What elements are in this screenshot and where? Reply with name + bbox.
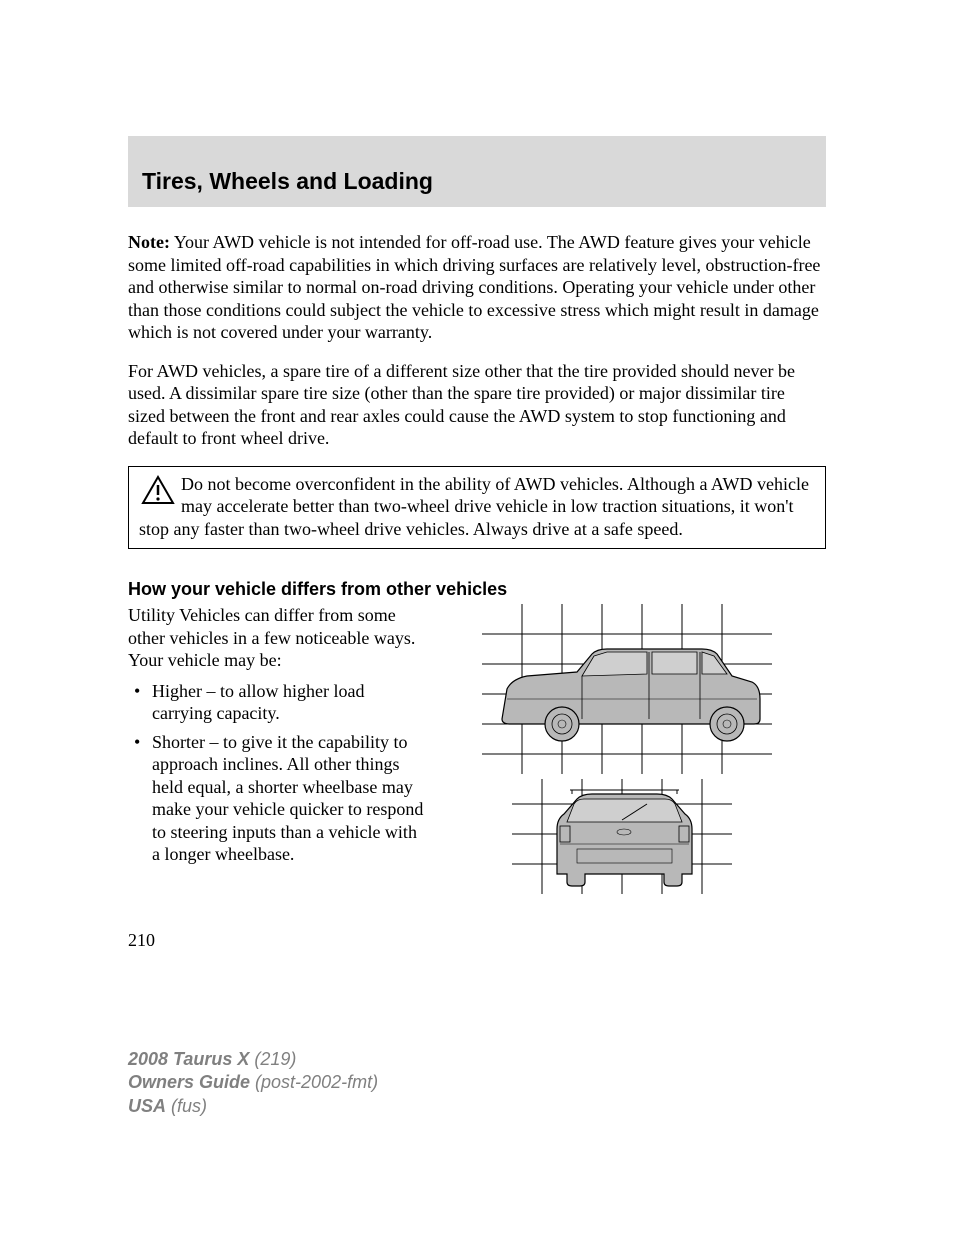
list-item: Shorter – to give it the capability to a… [132, 731, 428, 866]
footer-line-2: Owners Guide (post-2002-fmt) [128, 1071, 378, 1094]
footer-line-3: USA (fus) [128, 1095, 378, 1118]
list-item: Higher – to allow higher load carrying c… [132, 680, 428, 725]
section-intro: Utility Vehicles can differ from some ot… [128, 604, 428, 672]
footer-line-1: 2008 Taurus X (219) [128, 1048, 378, 1071]
bullet-list: Higher – to allow higher load carrying c… [128, 680, 428, 866]
section-text-column: Utility Vehicles can differ from some ot… [128, 604, 428, 894]
spare-tire-paragraph: For AWD vehicles, a spare tire of a diff… [128, 360, 826, 450]
warning-box: Do not become overconfident in the abili… [128, 466, 826, 550]
section-subhead: How your vehicle differs from other vehi… [128, 579, 826, 600]
note-paragraph: Note: Your AWD vehicle is not intended f… [128, 231, 826, 344]
vehicle-rear-view-icon [557, 790, 692, 886]
footer-block: 2008 Taurus X (219) Owners Guide (post-2… [128, 1048, 378, 1118]
chapter-title: Tires, Wheels and Loading [142, 168, 826, 195]
warning-text: Do not become overconfident in the abili… [139, 474, 809, 539]
note-label: Note: [128, 232, 170, 252]
note-body: Your AWD vehicle is not intended for off… [128, 232, 820, 342]
vehicle-side-view-icon [502, 649, 760, 741]
vehicle-dimension-figure [482, 604, 792, 894]
chapter-header-band: Tires, Wheels and Loading [128, 136, 826, 207]
warning-triangle-icon [141, 475, 175, 505]
page-number: 210 [128, 930, 155, 951]
figure-column [448, 604, 826, 894]
